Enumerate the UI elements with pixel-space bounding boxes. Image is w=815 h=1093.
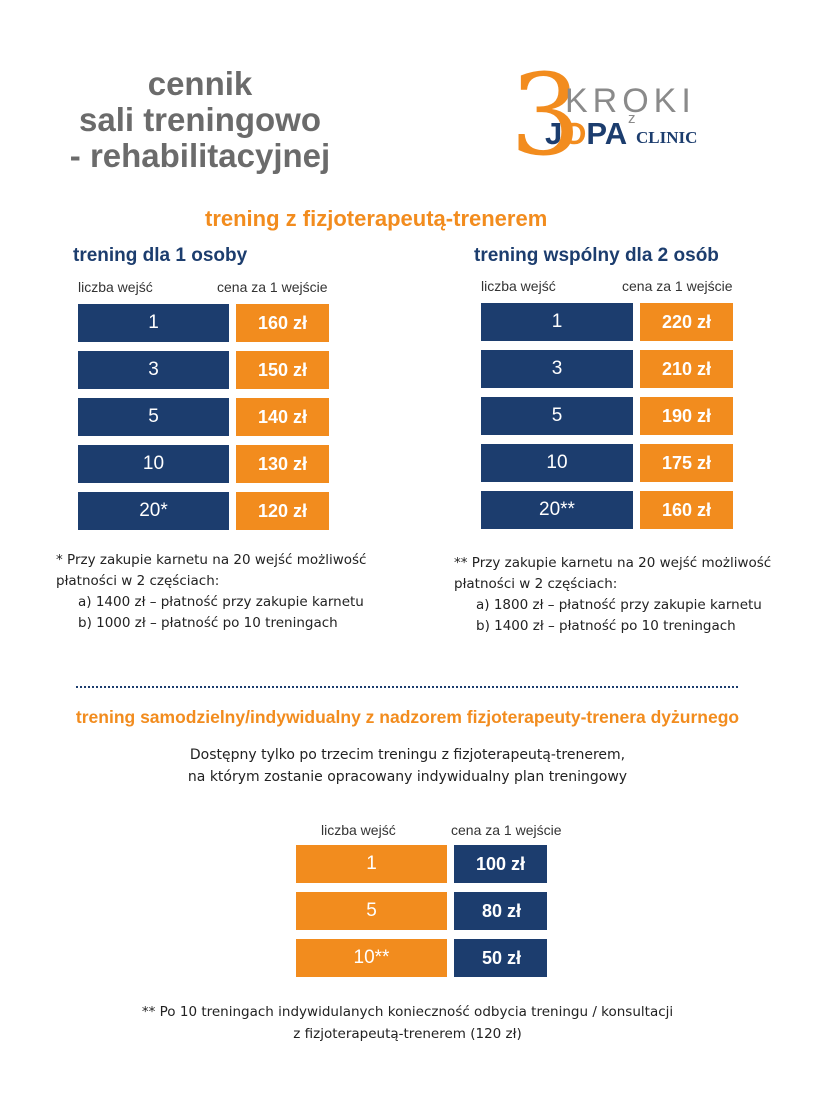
right-entries-cell: 10 <box>481 444 633 482</box>
section2-price-cell: 100 zł <box>454 845 547 883</box>
left-note-intro: * Przy zakupie karnetu na 20 wejść możli… <box>56 552 367 589</box>
left-price-cell: 160 zł <box>236 304 329 342</box>
logo-kroki: KROKI <box>565 82 696 120</box>
left-price-cell: 150 zł <box>236 351 329 389</box>
right-price-cell: 210 zł <box>640 350 733 388</box>
section2-note-line-1: ** Po 10 treningach indywidulanych konie… <box>141 1004 674 1020</box>
right-col-entries: liczba wejść <box>481 278 556 294</box>
right-entries-cell: 20** <box>481 491 633 529</box>
right-price-cell: 220 zł <box>640 303 733 341</box>
left-entries-cell: 3 <box>78 351 229 389</box>
left-col-price: cena za 1 wejście <box>217 279 328 295</box>
logo-three: 3 <box>510 51 582 181</box>
left-price-cell: 140 zł <box>236 398 329 436</box>
left-entries-cell: 10 <box>78 445 229 483</box>
section2-entries-cell: 5 <box>296 892 447 930</box>
right-price-cell: 160 zł <box>640 491 733 529</box>
logo-jopa: JOPA <box>545 116 628 151</box>
left-price-cell: 120 zł <box>236 492 329 530</box>
section2-description: Dostępny tylko po trzecim treningu z fiz… <box>0 744 815 788</box>
right-note-b: b) 1400 zł – płatność po 10 treningach <box>476 618 736 634</box>
page-title: cennik sali treningowo - rehabilitacyjne… <box>40 66 360 174</box>
right-table-heading: trening wspólny dla 2 osób <box>474 245 719 266</box>
section2-price-cell: 80 zł <box>454 892 547 930</box>
title-line-2: sali treningowo <box>78 101 322 138</box>
left-entries-cell: 20* <box>78 492 229 530</box>
section2-note-line-2: z fizjoterapeutą-trenerem (120 zł) <box>293 1026 522 1042</box>
section2-heading: trening samodzielny/indywidualny z nadzo… <box>75 707 740 727</box>
left-col-entries: liczba wejść <box>78 279 153 295</box>
section2-col-entries: liczba wejść <box>321 822 396 838</box>
left-note-b: b) 1000 zł – płatność po 10 treningach <box>78 615 338 631</box>
section2-entries-cell: 1 <box>296 845 447 883</box>
right-entries-cell: 5 <box>481 397 633 435</box>
title-line-1: cennik <box>147 65 253 102</box>
left-entries-cell: 1 <box>78 304 229 342</box>
right-note: ** Przy zakupie karnetu na 20 wejść możl… <box>454 553 774 637</box>
logo: 3 KROKI z JOPA CLINIC <box>510 60 740 172</box>
right-note-a: a) 1800 zł – płatność przy zakupie karne… <box>476 597 762 613</box>
left-note: * Przy zakupie karnetu na 20 wejść możli… <box>56 550 406 634</box>
section2-desc-line-2: na którym zostanie opracowany indywidual… <box>187 769 628 785</box>
logo-clinic: CLINIC <box>636 128 698 147</box>
left-table-heading: trening dla 1 osoby <box>73 245 248 266</box>
left-entries-cell: 5 <box>78 398 229 436</box>
logo-z: z <box>628 110 636 127</box>
section1-heading: trening z fizjoterapeutą-trenerem <box>205 206 548 231</box>
title-line-3: - rehabilitacyjnej <box>69 137 331 174</box>
section2-note: ** Po 10 treningach indywidulanych konie… <box>0 1001 815 1045</box>
right-price-cell: 175 zł <box>640 444 733 482</box>
left-price-cell: 130 zł <box>236 445 329 483</box>
right-col-price: cena za 1 wejście <box>622 278 733 294</box>
section2-entries-cell: 10** <box>296 939 447 977</box>
section-divider <box>76 686 738 688</box>
right-price-cell: 190 zł <box>640 397 733 435</box>
right-entries-cell: 3 <box>481 350 633 388</box>
right-note-intro: ** Przy zakupie karnetu na 20 wejść możl… <box>454 555 772 592</box>
section2-col-price: cena za 1 wejście <box>451 822 562 838</box>
left-note-a: a) 1400 zł – płatność przy zakupie karne… <box>78 594 364 610</box>
right-entries-cell: 1 <box>481 303 633 341</box>
section2-price-cell: 50 zł <box>454 939 547 977</box>
section2-desc-line-1: Dostępny tylko po trzecim treningu z fiz… <box>189 747 626 763</box>
